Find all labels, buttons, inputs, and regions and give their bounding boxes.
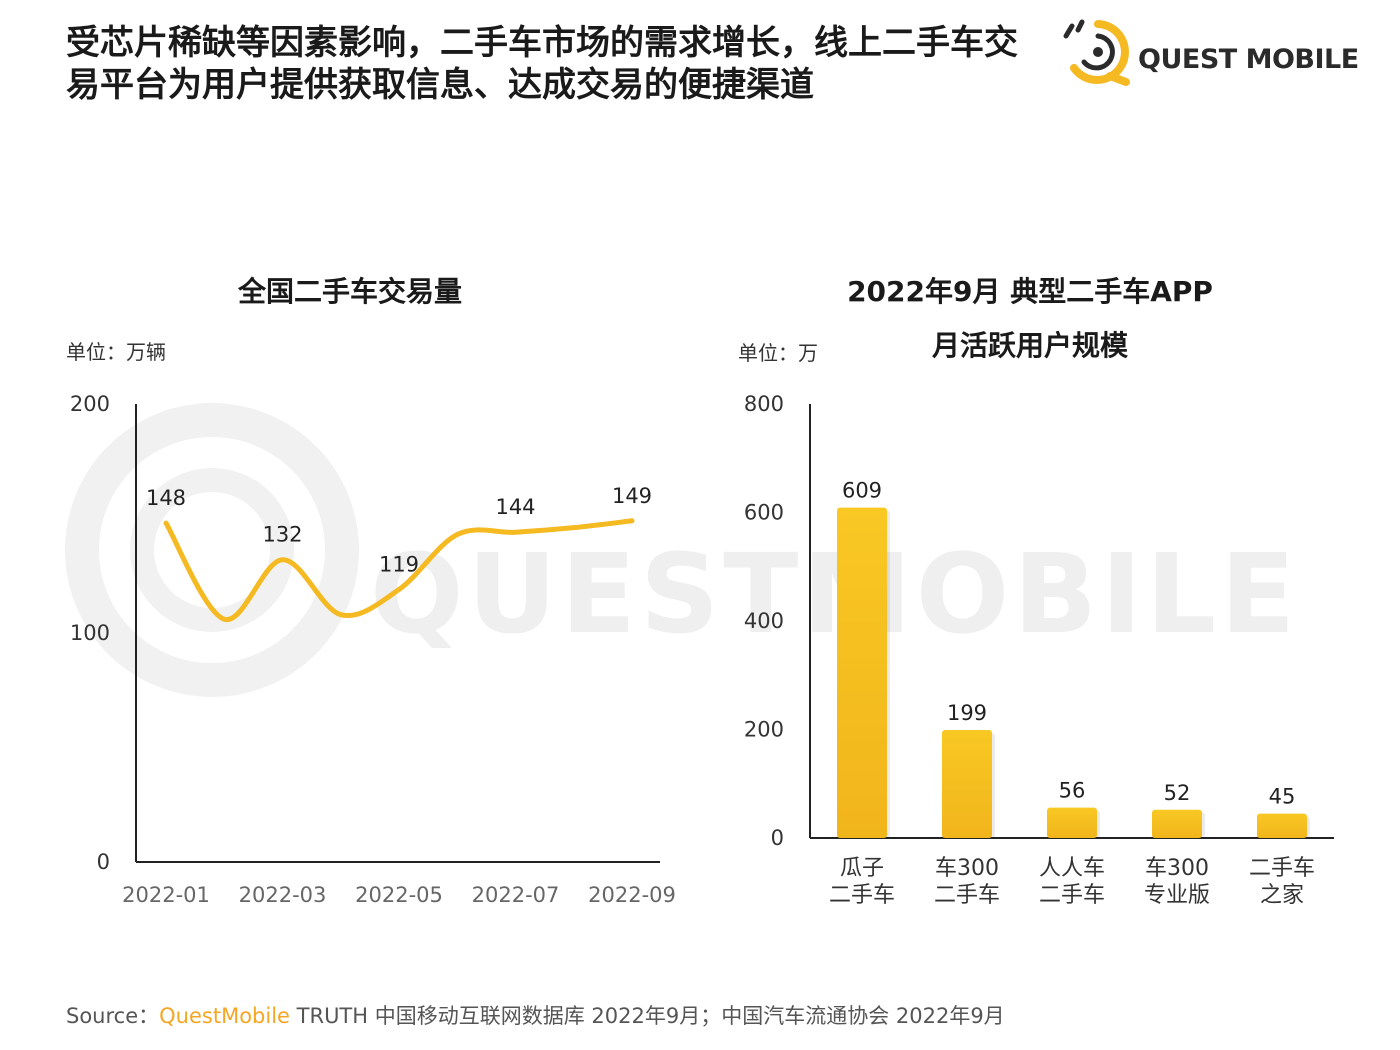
bar-data-label: 56 (1059, 779, 1086, 803)
page-headline: 受芯片稀缺等因素影响，二手车市场的需求增长，线上二手车交 易平台为用户提供获取信… (66, 22, 1066, 106)
watermark-text: QUESTMOBILE (370, 530, 1300, 658)
line-chart-series-line (163, 518, 635, 622)
line-chart-y-tick-label: 200 (70, 392, 110, 416)
bar-chart-y-tick-label: 0 (771, 826, 784, 850)
quest-mobile-logo: QUEST MOBILE (1060, 16, 1360, 86)
line-chart-data-label: 149 (612, 484, 652, 508)
bar-chart-y-tick-label: 400 (744, 609, 784, 633)
bar-category-label: 瓜子 (840, 856, 884, 881)
line-chart-title-text: 全国二手车交易量 (237, 275, 462, 308)
quest-mobile-logo-icon (1063, 19, 1130, 86)
line-chart-unit: 单位：万辆 (66, 340, 166, 364)
bar (1047, 807, 1097, 838)
bar-category-label: 专业版 (1144, 883, 1210, 908)
bar (942, 730, 992, 838)
headline-line-1: 受芯片稀缺等因素影响，二手车市场的需求增长，线上二手车交 (66, 23, 1018, 63)
bar-data-label: 45 (1269, 785, 1296, 809)
bar (1257, 813, 1307, 838)
watermark-ring-icon (65, 403, 359, 697)
bar-category-label: 车300 (935, 856, 999, 881)
line-chart-data-label: 132 (262, 523, 302, 547)
line-chart-y-tick-label: 100 (70, 621, 110, 645)
bar-chart-title-line-2: 月活跃用户规模 (931, 329, 1128, 362)
line-chart-data-label: 144 (495, 495, 535, 519)
bar-category-label: 二手车 (1249, 856, 1315, 881)
bar-chart: 0200400600800609瓜子二手车199车300二手车56人人车二手车5… (744, 392, 1334, 908)
bar (837, 507, 887, 838)
line-chart-title: 全国二手车交易量 (180, 265, 520, 319)
bar-category-label: 二手车 (829, 883, 895, 908)
line-chart-data-label: 148 (146, 486, 186, 510)
bar-data-label: 199 (947, 701, 987, 725)
bar-chart-title-line-1: 2022年9月 典型二手车APP (847, 275, 1213, 308)
bar-chart-y-tick-label: 200 (744, 718, 784, 742)
bar-chart-y-tick-label: 800 (744, 392, 784, 416)
bar-chart-unit: 单位：万 (738, 341, 818, 365)
source-note: Source：QuestMobile TRUTH 中国移动互联网数据库 2022… (66, 1000, 1005, 1030)
bar-category-label: 车300 (1145, 856, 1209, 881)
bar-category-label: 二手车 (934, 883, 1000, 908)
bar (1152, 809, 1202, 838)
bar-category-label: 人人车 (1039, 856, 1105, 881)
bar-category-label: 之家 (1260, 883, 1304, 908)
line-chart-x-tick-label: 2022-05 (355, 883, 443, 907)
line-chart: 0 100 200 2022-01 2022-03 2022-05 2022-07 2022-… (70, 392, 676, 907)
line-chart-x-tick-label: 2022-09 (588, 883, 676, 907)
line-chart-x-tick-label: 2022-07 (472, 883, 560, 907)
bar-data-label: 52 (1164, 781, 1191, 805)
source-prefix: Source： (66, 1004, 160, 1028)
headline-line-2: 易平台为用户提供获取信息、达成交易的便捷渠道 (66, 65, 814, 105)
line-chart-x-tick-label: 2022-01 (122, 883, 210, 907)
bar-chart-title: 2022年9月 典型二手车APP 月活跃用户规模 (830, 265, 1230, 373)
bar-category-label: 二手车 (1039, 883, 1105, 908)
logo-text: QUEST MOBILE (1138, 44, 1359, 75)
line-chart-y-tick-label: 0 (97, 850, 110, 874)
source-rest: TRUTH 中国移动互联网数据库 2022年9月；中国汽车流通协会 2022年9… (289, 1004, 1005, 1028)
bar-data-label: 609 (842, 479, 882, 503)
bar-chart-y-tick-label: 600 (744, 501, 784, 525)
line-chart-x-tick-label: 2022-03 (239, 883, 327, 907)
source-brand: QuestMobile (159, 1004, 290, 1028)
line-chart-data-label: 119 (379, 552, 419, 576)
